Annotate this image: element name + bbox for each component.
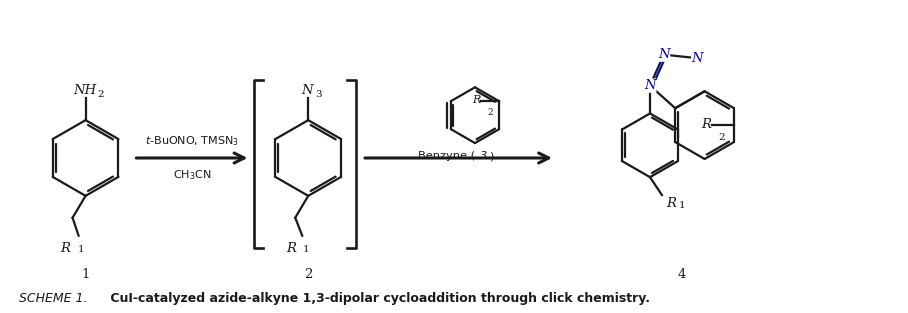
Text: N: N bbox=[301, 84, 313, 97]
Text: 1: 1 bbox=[82, 268, 90, 281]
Text: 1: 1 bbox=[303, 244, 310, 254]
Text: $\it{t}$-BuONO, TMSN$_3$: $\it{t}$-BuONO, TMSN$_3$ bbox=[145, 134, 239, 148]
Text: ): ) bbox=[489, 151, 493, 161]
Text: R: R bbox=[666, 197, 676, 210]
Text: CH$_3$CN: CH$_3$CN bbox=[173, 168, 212, 182]
Text: 2: 2 bbox=[304, 268, 312, 281]
Text: 1: 1 bbox=[679, 201, 686, 210]
Text: 2: 2 bbox=[97, 90, 104, 99]
Text: 2: 2 bbox=[718, 133, 725, 142]
Text: CuI-catalyzed azide-alkyne 1,3-dipolar cycloaddition through click chemistry.: CuI-catalyzed azide-alkyne 1,3-dipolar c… bbox=[105, 292, 649, 305]
Text: N: N bbox=[658, 48, 669, 61]
Text: 3: 3 bbox=[316, 90, 322, 99]
Text: Benzyne (: Benzyne ( bbox=[418, 151, 475, 161]
Text: R: R bbox=[472, 95, 480, 105]
Text: NH: NH bbox=[73, 84, 96, 97]
Text: SCHEME 1.: SCHEME 1. bbox=[19, 292, 87, 305]
Text: N: N bbox=[692, 52, 704, 65]
Text: N: N bbox=[644, 79, 656, 92]
Text: 4: 4 bbox=[677, 268, 686, 281]
Text: 3: 3 bbox=[480, 151, 488, 161]
Text: R: R bbox=[701, 118, 711, 131]
Text: R: R bbox=[61, 242, 71, 254]
Text: 2: 2 bbox=[488, 108, 493, 117]
Text: R: R bbox=[286, 242, 296, 254]
Text: 1: 1 bbox=[77, 244, 84, 254]
